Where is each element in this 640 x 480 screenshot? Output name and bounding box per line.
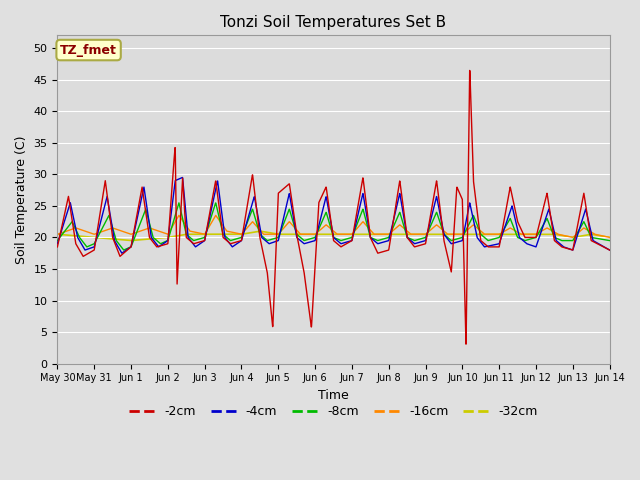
Title: Tonzi Soil Temperatures Set B: Tonzi Soil Temperatures Set B [220, 15, 447, 30]
Legend: -2cm, -4cm, -8cm, -16cm, -32cm: -2cm, -4cm, -8cm, -16cm, -32cm [124, 400, 543, 423]
Y-axis label: Soil Temperature (C): Soil Temperature (C) [15, 135, 28, 264]
Text: TZ_fmet: TZ_fmet [60, 44, 117, 57]
X-axis label: Time: Time [318, 389, 349, 402]
